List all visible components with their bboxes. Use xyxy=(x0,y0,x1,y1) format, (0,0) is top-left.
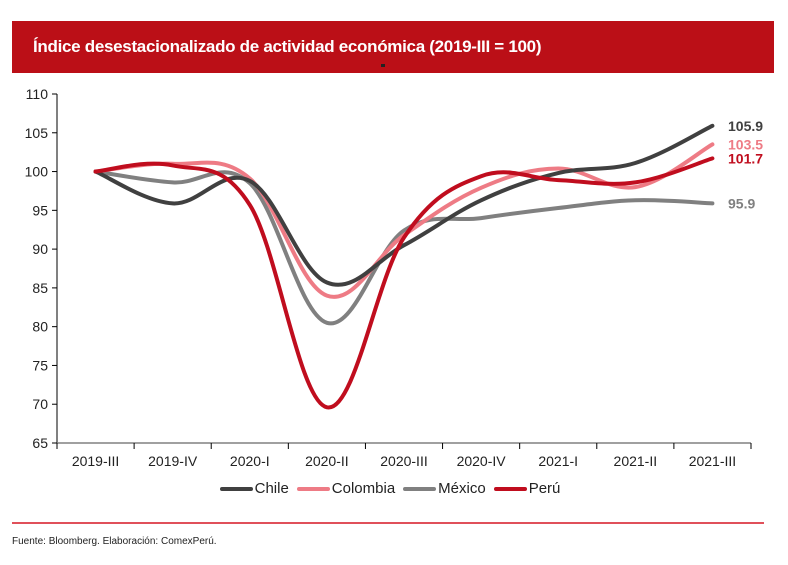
x-tick-label: 2020-II xyxy=(305,453,349,469)
series-line-chile xyxy=(93,123,715,287)
x-tick-label: 2019-IV xyxy=(148,453,198,469)
x-tick-label: 2020-III xyxy=(380,453,427,469)
legend-swatch xyxy=(219,486,253,491)
chart-title: Índice desestacionalizado de actividad e… xyxy=(33,37,542,56)
series-lines xyxy=(93,123,715,410)
banner-mark xyxy=(381,64,385,67)
legend-label: Colombia xyxy=(331,480,396,497)
y-tick-label: 90 xyxy=(32,241,48,257)
footer-divider xyxy=(12,522,764,524)
x-tick-label: 2021-II xyxy=(614,453,658,469)
y-tick-label: 70 xyxy=(32,396,48,412)
legend-item: Chile xyxy=(219,480,289,497)
x-tick-label: 2019-III xyxy=(72,453,119,469)
y-tick-label: 110 xyxy=(26,86,49,102)
y-tick-label: 80 xyxy=(32,319,48,335)
legend-swatch xyxy=(403,486,437,491)
legend-item: Colombia xyxy=(296,480,396,497)
axes: 65 70 75 80 85 90 95 100 105 110 2019-III 2019-IV 20… xyxy=(25,86,752,469)
end-label-perú: 101.7 xyxy=(728,150,763,166)
chart-title-banner: Índice desestacionalizado de actividad e… xyxy=(12,21,774,73)
legend-item: Perú xyxy=(493,480,561,497)
end-labels: 105.9 103.5 95.9 101.7 xyxy=(728,118,763,212)
x-tick-label: 2020-IV xyxy=(457,453,507,469)
end-label-méxico: 95.9 xyxy=(728,195,755,211)
end-label-chile: 105.9 xyxy=(728,118,763,134)
series-line-perú xyxy=(93,156,715,410)
y-tick-label: 65 xyxy=(32,435,48,451)
y-tick-label: 105 xyxy=(25,125,49,141)
y-tick-label: 95 xyxy=(32,202,48,218)
x-tick-label: 2021-III xyxy=(689,453,736,469)
legend-swatch xyxy=(296,486,330,491)
y-tick-label: 85 xyxy=(32,280,48,296)
y-tick-label: 100 xyxy=(25,164,49,180)
legend: Chile Colombia México Perú xyxy=(0,480,788,497)
legend-swatch xyxy=(493,486,527,491)
source-note: Fuente: Bloomberg. Elaboración: ComexPer… xyxy=(12,536,217,547)
y-tick-label: 75 xyxy=(32,357,48,373)
x-tick-label: 2021-I xyxy=(538,453,578,469)
legend-label: Chile xyxy=(254,480,289,497)
x-tick-label: 2020-I xyxy=(230,453,270,469)
legend-label: Perú xyxy=(528,480,561,497)
legend-item: México xyxy=(403,480,486,497)
legend-label: México xyxy=(438,480,486,497)
end-label-colombia: 103.5 xyxy=(728,136,763,152)
